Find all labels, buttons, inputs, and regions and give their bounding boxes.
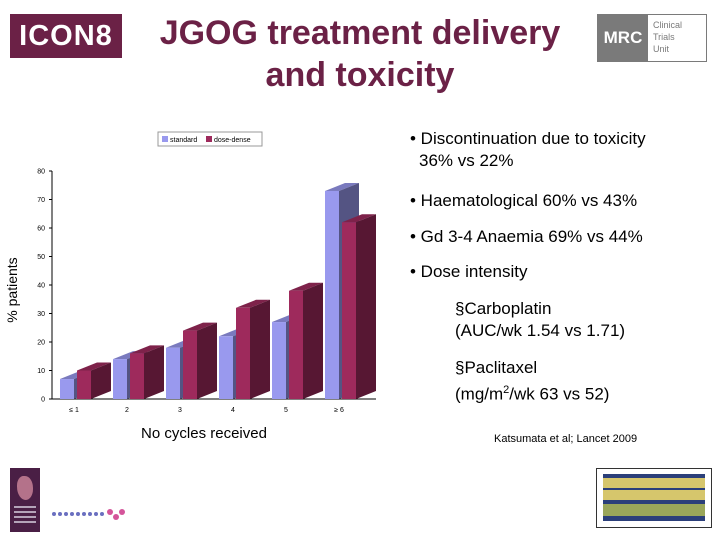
y-tick-label: 20 [37,340,45,347]
legend-label-standard: standard [170,137,197,144]
bar-dose-dense [130,345,164,399]
x-axis-label: No cycles received [141,425,267,442]
citation: Katsumata et al; Lancet 2009 [494,433,638,445]
mrc-line3: Unit [653,44,670,54]
y-axis-label-wrap: % patients [4,257,20,322]
x-tick-label: 5 [284,407,288,414]
x-tick-label: 4 [231,407,235,414]
legend-label-dose-dense: dose-dense [214,137,251,144]
bullet-dose-intensity: • Dose intensity [410,262,528,281]
x-tick-label: ≤ 1 [69,407,79,414]
gci-logo [596,468,712,528]
chart-legend: standard dose-dense [157,131,263,147]
sub-carboplatin-line1: §Carboplatin [455,299,552,318]
bullet-haematological: • Haematological 60% vs 43% [410,191,638,210]
y-tick-label: 0 [41,397,45,404]
y-tick-label: 30 [37,311,45,318]
bar-dose-dense [77,362,111,399]
legend-swatch-dose-dense [206,136,212,142]
y-tick-label: 40 [37,283,45,290]
sub-carboplatin-line2: (AUC/wk 1.54 vs 1.71) [455,321,626,340]
bullet-discontinuation-line2: 36% vs 22% [419,151,514,170]
bar-dose-dense [236,299,270,399]
y-tick-label: 80 [37,169,45,176]
mrc-abbr: MRC [598,15,648,61]
y-axis-label: % patients [4,257,20,322]
sub-paclitaxel-line2: (mg/m2/wk 63 vs 52) [455,384,610,404]
bar-chart: standard dose-dense 0 10 20 30 40 50 60 70 80 ≤ 1… [37,131,376,442]
bar-dose-dense [183,322,217,399]
mrc-line1: Clinical [653,20,683,30]
icon8-logo-text: ICON8 [19,19,113,52]
y-tick-label: 50 [37,254,45,261]
legend-swatch-standard [162,136,168,142]
y-tick-label: 70 [37,197,45,204]
slide-title-line2: and toxicity [265,56,455,94]
bullet-anaemia: • Gd 3-4 Anaemia 69% vs 44% [410,227,643,246]
mrc-ctu-logo: MRC Clinical Trials Unit [597,14,707,62]
sub-paclitaxel-line1: §Paclitaxel [455,358,538,377]
bar-dose-dense [289,282,323,399]
ncri-logo [10,468,40,532]
bar-dose-dense [342,214,376,399]
x-tick-label: 3 [178,407,182,414]
partner-logo [52,509,125,520]
slide-title-line1: JGOG treatment delivery [159,14,561,52]
mrc-line2: Trials [653,32,675,42]
x-tick-label: 2 [125,407,129,414]
bullet-discontinuation-line1: • Discontinuation due to toxicity [410,129,646,148]
x-tick-label: ≥ 6 [334,407,344,414]
icon8-logo: ICON8 [10,14,122,58]
slide-title: JGOG treatment delivery and toxicity [140,12,580,96]
y-tick-label: 10 [37,368,45,375]
y-tick-label: 60 [37,226,45,233]
